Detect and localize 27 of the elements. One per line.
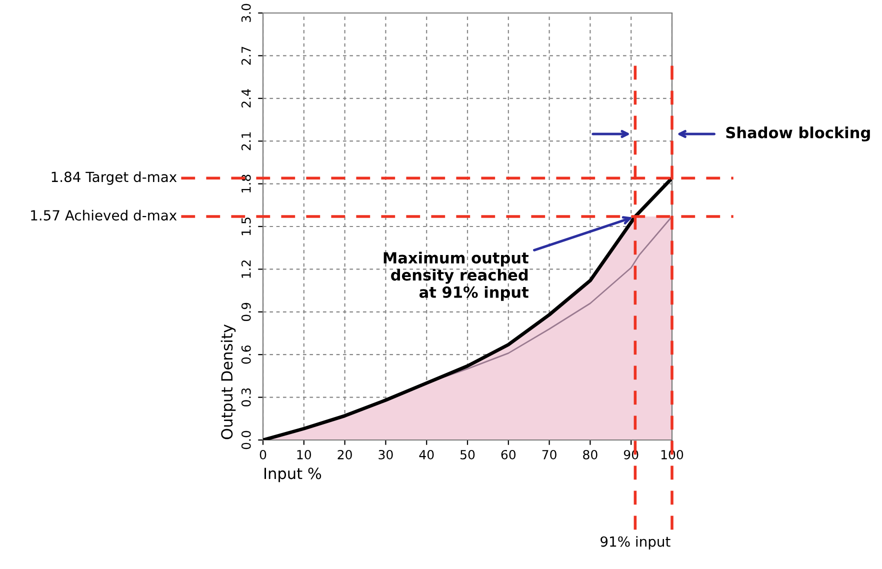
y-tick-label: 0.0: [241, 430, 251, 450]
y-tick-label: 2.4: [241, 89, 251, 108]
y-tick-label: 0.3: [241, 388, 251, 406]
y-tick-label: 2.7: [241, 46, 251, 65]
x-tick-label: 10: [297, 450, 312, 460]
y-tick-label: 3.0: [241, 4, 251, 22]
x-tick-label: 80: [583, 450, 598, 460]
annotation: Maximum output density reached at 91% input: [384, 252, 529, 301]
ref-line-label: 91% input: [600, 536, 670, 550]
y-axis-title: Output Density: [220, 324, 236, 440]
ref-line-label: 1.84 Target d-max: [52, 171, 177, 185]
y-tick-label: 0.6: [241, 345, 251, 364]
y-tick-label: 1.2: [241, 260, 251, 278]
text: Shadow blocking: [726, 126, 870, 142]
x-axis-title: Input %: [264, 468, 322, 482]
x-tick-label: 30: [378, 450, 393, 460]
x-tick-label: 0: [260, 450, 266, 460]
x-tick-label: 70: [542, 450, 556, 460]
x-tick-label: 20: [338, 450, 352, 460]
x-tick-label: 50: [460, 450, 475, 460]
x-tick-label: 40: [419, 450, 434, 460]
y-tick-label: 0.9: [241, 302, 251, 322]
x-tick-label: 100: [661, 450, 684, 460]
y-tick-label: 2.1: [241, 132, 251, 150]
x-tick-label: 60: [501, 450, 516, 460]
ref-line-label: 1.57 Achieved d-max: [31, 210, 177, 221]
y-tick-label: 1.5: [242, 218, 251, 236]
